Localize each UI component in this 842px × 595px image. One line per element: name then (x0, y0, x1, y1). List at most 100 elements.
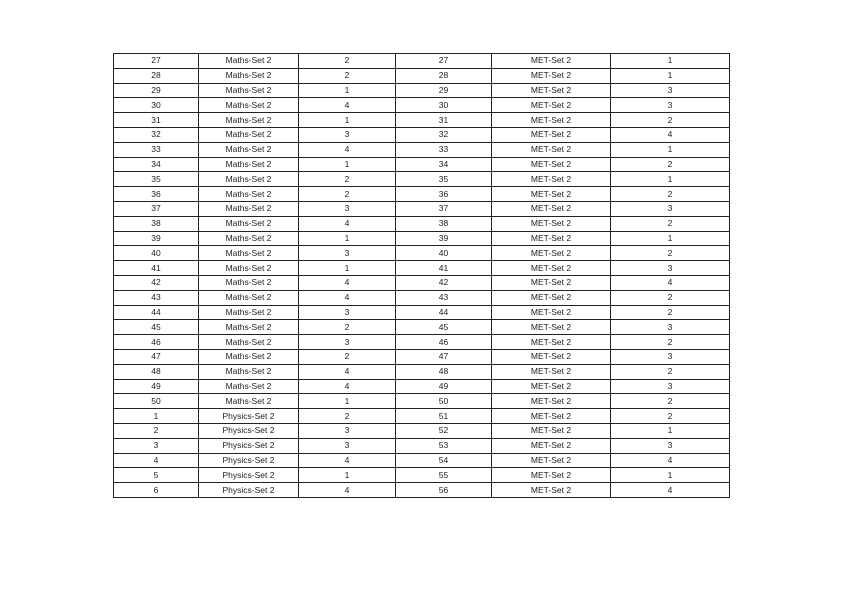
subject-set-cell: Maths-Set 2 (198, 289, 299, 306)
question-number-cell: 47 (395, 348, 492, 365)
answer-cell: 2 (610, 245, 730, 262)
answer-cell: 1 (610, 171, 730, 188)
subject-set-cell: Maths-Set 2 (198, 260, 299, 276)
subject-set-cell: Maths-Set 2 (198, 319, 299, 336)
answer-cell: 2 (298, 186, 396, 202)
answer-cell: 1 (298, 393, 396, 410)
answer-cell: 3 (298, 126, 396, 143)
question-number-cell: 28 (395, 67, 492, 84)
subject-set-cell: MET-Set 2 (491, 319, 611, 336)
answer-cell: 1 (298, 260, 396, 276)
subject-set-cell: MET-Set 2 (491, 82, 611, 99)
answer-cell: 1 (298, 156, 396, 173)
subject-set-cell: MET-Set 2 (491, 230, 611, 247)
question-number-cell: 30 (395, 97, 492, 114)
answer-cell: 2 (298, 319, 396, 336)
subject-set-cell: MET-Set 2 (491, 274, 611, 291)
answer-cell: 2 (610, 186, 730, 202)
question-number-cell: 42 (113, 274, 199, 291)
subject-set-cell: MET-Set 2 (491, 53, 611, 69)
question-number-cell: 32 (113, 126, 199, 143)
subject-set-cell: MET-Set 2 (491, 171, 611, 188)
question-number-cell: 35 (113, 171, 199, 188)
question-number-cell: 3 (113, 437, 199, 454)
answer-cell: 2 (610, 363, 730, 380)
subject-set-cell: MET-Set 2 (491, 452, 611, 469)
answer-cell: 2 (610, 112, 730, 128)
subject-set-cell: Maths-Set 2 (198, 67, 299, 84)
question-number-cell: 36 (113, 186, 199, 202)
question-number-cell: 51 (395, 408, 492, 424)
answer-cell: 2 (610, 304, 730, 321)
question-number-cell: 36 (395, 186, 492, 202)
answer-cell: 3 (610, 82, 730, 99)
answer-cell: 3 (610, 348, 730, 365)
question-number-cell: 40 (395, 245, 492, 262)
answer-cell: 2 (610, 156, 730, 173)
subject-set-cell: Maths-Set 2 (198, 156, 299, 173)
answer-cell: 4 (610, 452, 730, 469)
answer-cell: 3 (298, 304, 396, 321)
subject-set-cell: Maths-Set 2 (198, 363, 299, 380)
question-number-cell: 38 (395, 215, 492, 232)
answer-cell: 2 (610, 289, 730, 306)
question-number-cell: 42 (395, 274, 492, 291)
subject-set-cell: MET-Set 2 (491, 260, 611, 276)
answer-cell: 3 (610, 378, 730, 395)
answer-cell: 1 (298, 82, 396, 99)
subject-set-cell: MET-Set 2 (491, 304, 611, 321)
question-number-cell: 30 (113, 97, 199, 114)
question-number-cell: 41 (395, 260, 492, 276)
answer-cell: 3 (610, 319, 730, 336)
answer-cell: 4 (298, 452, 396, 469)
question-number-cell: 37 (113, 200, 199, 217)
subject-set-cell: Maths-Set 2 (198, 53, 299, 69)
question-number-cell: 35 (395, 171, 492, 188)
answer-cell: 4 (610, 482, 730, 498)
subject-set-cell: MET-Set 2 (491, 97, 611, 114)
question-number-cell: 46 (113, 334, 199, 350)
question-number-cell: 34 (395, 156, 492, 173)
question-number-cell: 48 (113, 363, 199, 380)
answer-cell: 1 (610, 467, 730, 484)
subject-set-cell: Maths-Set 2 (198, 97, 299, 114)
subject-set-cell: MET-Set 2 (491, 437, 611, 454)
question-number-cell: 50 (113, 393, 199, 410)
question-number-cell: 33 (395, 141, 492, 158)
subject-set-cell: Maths-Set 2 (198, 171, 299, 188)
question-number-cell: 41 (113, 260, 199, 276)
question-number-cell: 39 (395, 230, 492, 247)
answer-cell: 4 (298, 363, 396, 380)
question-number-cell: 29 (395, 82, 492, 99)
answer-cell: 3 (298, 334, 396, 350)
subject-set-cell: MET-Set 2 (491, 467, 611, 484)
question-number-cell: 50 (395, 393, 492, 410)
question-number-cell: 6 (113, 482, 199, 498)
subject-set-cell: MET-Set 2 (491, 186, 611, 202)
answer-cell: 1 (610, 422, 730, 439)
subject-set-cell: Maths-Set 2 (198, 348, 299, 365)
subject-set-cell: Maths-Set 2 (198, 230, 299, 247)
answer-cell: 2 (610, 215, 730, 232)
answer-cell: 2 (610, 408, 730, 424)
question-number-cell: 4 (113, 452, 199, 469)
answer-cell: 2 (610, 334, 730, 350)
question-number-cell: 27 (113, 53, 199, 69)
question-number-cell: 44 (395, 304, 492, 321)
